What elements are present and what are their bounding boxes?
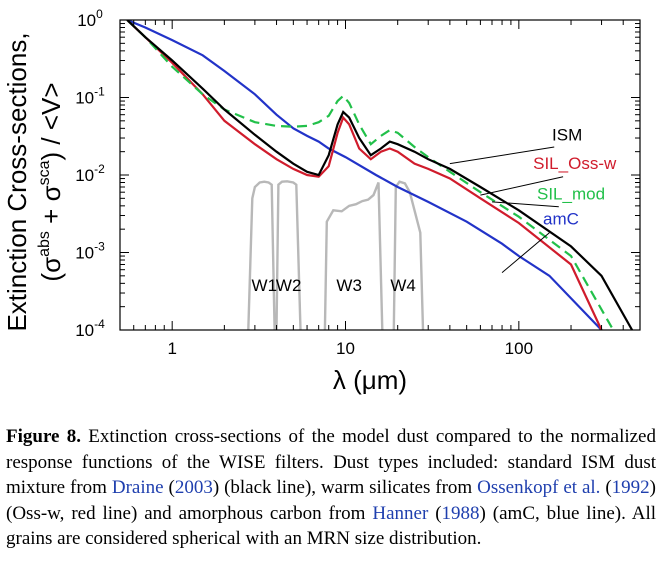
caption-text-7: ) (amC, blue line). All grains are consi… bbox=[6, 502, 656, 550]
caption-text-1: Extinction cross-sections of the model d… bbox=[6, 426, 656, 498]
filter-curve-w1 bbox=[247, 180, 276, 330]
filter-curve-w4 bbox=[392, 180, 425, 330]
caption-cite-ossenkopf[interactable]: Ossenkopf et al. bbox=[477, 477, 601, 498]
filter-curve-w2 bbox=[275, 180, 302, 330]
tick-labels: 1 10 100 100 10-1 10-2 10-3 10-4 bbox=[75, 7, 533, 358]
y-tick-label: 10-1 bbox=[75, 85, 105, 108]
caption-text-4: ( bbox=[600, 477, 612, 498]
series-line-ism bbox=[126, 20, 634, 330]
x-axis-title: λ (μm) bbox=[333, 365, 407, 395]
caption-cite-draine[interactable]: Draine bbox=[111, 477, 164, 498]
filter-curve-w3 bbox=[323, 182, 384, 330]
y-tick-label: 10-3 bbox=[75, 240, 105, 263]
series-line-sil-mod bbox=[126, 20, 615, 330]
caption-cite-hanner-year[interactable]: 1988 bbox=[441, 502, 480, 524]
wise-filter-curves bbox=[247, 180, 425, 330]
filter-label-w3: W3 bbox=[336, 276, 362, 295]
y-axis-title-line2: (σabs + σsca) / <V> bbox=[36, 82, 66, 281]
y-tick-label: 10-2 bbox=[75, 162, 105, 185]
caption-text-3: ) (black line), warm silicates from bbox=[212, 477, 478, 498]
filter-label-w2: W2 bbox=[276, 276, 302, 295]
caption-cite-draine-year[interactable]: 2003 bbox=[174, 477, 213, 498]
figure-caption: Figure 8. Extinction cross-sections of t… bbox=[6, 424, 656, 552]
filter-label-w4: W4 bbox=[390, 276, 416, 295]
label-pointer-sil-oss-w bbox=[480, 176, 564, 196]
caption-cite-hanner[interactable]: Hanner bbox=[372, 502, 429, 524]
caption-text-6: ( bbox=[428, 502, 442, 524]
y-tick-label: 10-4 bbox=[75, 317, 105, 340]
series-label-sil-mod: SIL_mod bbox=[537, 185, 605, 204]
label-pointer-amc bbox=[501, 232, 550, 274]
series-line-amc bbox=[126, 20, 603, 330]
label-pointer-sil-mod bbox=[491, 201, 559, 208]
x-tick-label: 100 bbox=[505, 339, 533, 358]
caption-label: Figure 8. bbox=[6, 426, 81, 447]
x-tick-label: 10 bbox=[336, 339, 355, 358]
y-tick-label: 100 bbox=[77, 7, 103, 30]
series-line-sil-oss-w bbox=[126, 20, 603, 330]
caption-text-2: ( bbox=[163, 477, 175, 498]
series-label-sil-oss-w: SIL_Oss-w bbox=[533, 154, 617, 173]
y-axis-title-line1: Extinction Cross-sections, bbox=[2, 32, 32, 331]
axes bbox=[119, 19, 641, 331]
dust-series-lines bbox=[126, 20, 634, 330]
caption-text-5: ) (Oss-w, red line) and amorphous carbon… bbox=[6, 477, 656, 524]
filter-label-w1: W1 bbox=[252, 276, 278, 295]
caption-cite-ossenkopf-year[interactable]: 1992 bbox=[611, 477, 650, 498]
series-label-amc: amC bbox=[543, 209, 579, 228]
label-pointer-ism bbox=[449, 146, 555, 165]
y-axis-title: Extinction Cross-sections, (σabs + σsca)… bbox=[2, 32, 66, 331]
series-label-ism: ISM bbox=[552, 125, 582, 144]
x-tick-label: 1 bbox=[167, 339, 176, 358]
